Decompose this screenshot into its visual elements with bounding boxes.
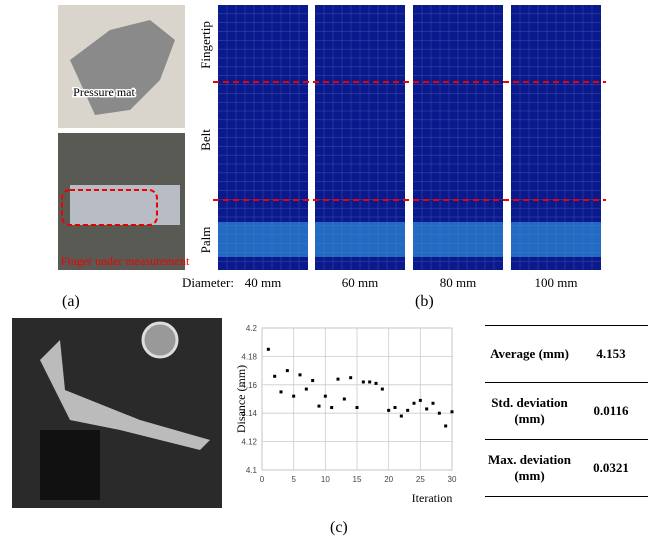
y-tick-label: 4.12 (241, 438, 257, 447)
x-tick-label: 5 (291, 475, 296, 484)
table-value: 4.153 (574, 326, 648, 383)
point (432, 402, 435, 405)
point (451, 410, 454, 413)
point (305, 388, 308, 391)
diameter-label: 100 mm (535, 275, 578, 290)
finger-label: Finger under measurement (61, 254, 190, 268)
point (406, 409, 409, 412)
point (318, 405, 321, 408)
point (337, 378, 340, 381)
table-value: 0.0116 (574, 383, 648, 440)
point (356, 406, 359, 409)
point (286, 369, 289, 372)
table-key: Max. deviation (mm) (485, 440, 574, 497)
x-tick-label: 10 (321, 475, 330, 484)
pressure-patch (315, 222, 405, 257)
x-tick-label: 15 (353, 475, 362, 484)
point (368, 380, 371, 383)
figure: Pressure mat Finger under measurement (a… (0, 0, 652, 541)
point (299, 373, 302, 376)
table-row: Std. deviation (mm)0.0116 (485, 383, 648, 440)
x-tick-label: 20 (384, 475, 393, 484)
row-label: Palm (198, 227, 213, 254)
pressure-patch (413, 222, 503, 257)
x-tick-label: 0 (260, 475, 265, 484)
point (349, 376, 352, 379)
point (413, 402, 416, 405)
diameter-label: 60 mm (342, 275, 378, 290)
y-axis-title: Disance (mm) (234, 365, 248, 433)
point (394, 406, 397, 409)
pressure-patch (218, 222, 308, 257)
dial-gauge (143, 323, 177, 357)
y-tick-label: 4.2 (246, 324, 258, 333)
x-tick-label: 25 (416, 475, 425, 484)
point (425, 407, 428, 410)
table-key: Average (mm) (485, 326, 574, 383)
point (400, 415, 403, 418)
table-value: 0.0321 (574, 440, 648, 497)
row-label: Fingertip (198, 21, 213, 69)
point (444, 424, 447, 427)
point (387, 409, 390, 412)
diameter-label: 80 mm (440, 275, 476, 290)
point (343, 398, 346, 401)
pressure-patch (511, 222, 601, 257)
point (375, 382, 378, 385)
x-axis-title: Iteration (412, 491, 453, 505)
point (419, 399, 422, 402)
point (324, 395, 327, 398)
point (381, 388, 384, 391)
point (330, 406, 333, 409)
diameter-label: 40 mm (245, 275, 281, 290)
point (292, 395, 295, 398)
motor-block (40, 430, 100, 500)
caption: (b) (415, 293, 434, 310)
point (311, 379, 314, 382)
x-tick-label: 30 (448, 475, 457, 484)
point (267, 348, 270, 351)
caption: (c) (330, 519, 348, 536)
table-row: Average (mm)4.153 (485, 326, 648, 383)
point (362, 380, 365, 383)
y-tick-label: 4.1 (246, 466, 258, 475)
table-row: Max. deviation (mm)0.0321 (485, 440, 648, 497)
point (438, 412, 441, 415)
caption: (a) (62, 293, 80, 310)
pressure-label: Pressure mat (73, 85, 135, 99)
y-tick-label: 4.18 (241, 352, 257, 361)
point (280, 390, 283, 393)
row-label: Belt (198, 129, 213, 151)
heatmaps: 40 mm 60 mm 80 mm 100 mm Fingertip Belt Palm (198, 5, 606, 290)
diameter-label: Diameter: (182, 275, 234, 290)
point (273, 375, 276, 378)
table-key: Std. deviation (mm) (485, 383, 574, 440)
